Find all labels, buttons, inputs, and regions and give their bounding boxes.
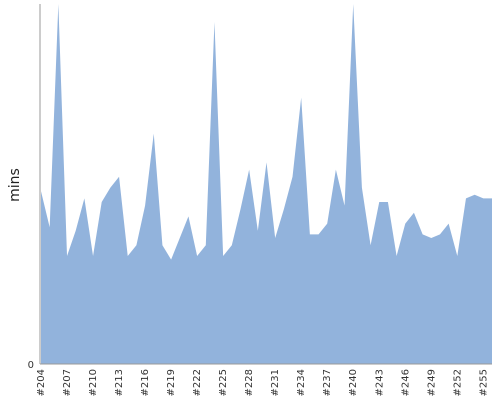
x-tick-label: #222 [192, 369, 203, 396]
x-tick-label: #237 [322, 369, 333, 396]
x-tick-label: #240 [348, 369, 359, 396]
y-axis-title: mins [7, 168, 23, 202]
x-tick-label: #216 [140, 369, 151, 396]
y-axis-ticks: 0 [28, 360, 34, 371]
area-series [41, 4, 492, 364]
x-tick-label: #225 [218, 369, 229, 396]
x-tick-label: #213 [114, 369, 125, 396]
x-tick-label: #204 [36, 369, 47, 396]
series-area [41, 4, 492, 364]
x-tick-label: #231 [270, 369, 281, 396]
x-tick-label: #246 [400, 369, 411, 396]
x-tick-label: #234 [296, 369, 307, 396]
y-tick-label: 0 [28, 360, 34, 371]
x-axis-ticks: #204 #207 #210 #213 #216 #219 #222 #225 #228 #231… [36, 369, 489, 396]
x-tick-label: #249 [426, 369, 437, 396]
x-tick-label: #210 [88, 369, 99, 396]
x-tick-label: #207 [62, 369, 73, 396]
x-tick-label: #219 [166, 369, 177, 396]
x-tick-label: #228 [244, 369, 255, 396]
x-tick-label: #243 [374, 369, 385, 396]
x-tick-label: #255 [478, 369, 489, 396]
x-tick-label: #252 [452, 369, 463, 396]
